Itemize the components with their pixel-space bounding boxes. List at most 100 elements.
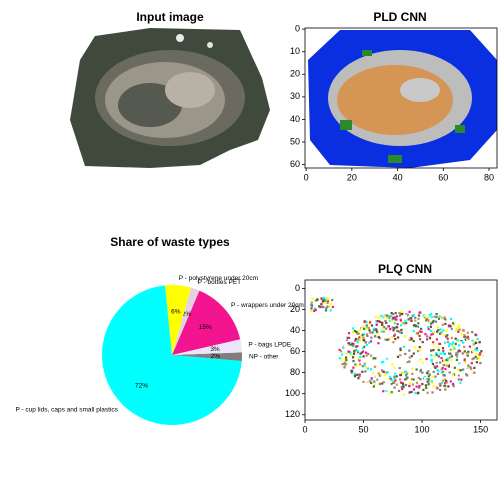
- pixel: [424, 315, 426, 317]
- slice-value-label: 3%: [210, 346, 220, 353]
- pixel: [414, 317, 416, 319]
- pixel: [471, 331, 473, 333]
- pixel: [361, 371, 363, 373]
- pixel: [349, 352, 351, 354]
- pixel: [397, 330, 399, 332]
- x-tick-label: 0: [304, 172, 309, 182]
- pixel: [425, 387, 427, 389]
- pixel: [361, 328, 363, 330]
- pixel: [373, 385, 375, 387]
- pixel: [358, 375, 360, 377]
- x-tick-label: 100: [415, 424, 430, 434]
- pixel: [479, 362, 481, 364]
- pixel: [387, 325, 389, 327]
- panel-title: Input image: [136, 10, 204, 24]
- pixel: [381, 322, 383, 324]
- pixel: [404, 335, 406, 337]
- pixel: [411, 378, 413, 380]
- pixel: [415, 325, 417, 327]
- pixel: [427, 326, 429, 328]
- pixel: [453, 348, 455, 350]
- pixel: [472, 350, 474, 352]
- pixel: [405, 374, 407, 376]
- pixel: [400, 374, 402, 376]
- pixel: [462, 342, 464, 344]
- pixel: [372, 372, 374, 374]
- pixel: [464, 359, 466, 361]
- pixel: [376, 379, 378, 381]
- pixel: [436, 365, 438, 367]
- pixel: [457, 339, 459, 341]
- pixel: [393, 381, 395, 383]
- pixel: [431, 380, 433, 382]
- pixel: [463, 334, 465, 336]
- y-tick-label: 40: [290, 114, 300, 124]
- pixel: [393, 367, 395, 369]
- pixel: [450, 359, 452, 361]
- pixel: [389, 392, 391, 394]
- pixel: [359, 363, 361, 365]
- pixel: [360, 335, 362, 337]
- pixel: [479, 347, 481, 349]
- pixel: [471, 340, 473, 342]
- pixel: [366, 355, 368, 357]
- pixel: [362, 325, 364, 327]
- pixel: [366, 344, 368, 346]
- pixel: [431, 316, 433, 318]
- pixel: [370, 382, 372, 384]
- pixel: [364, 370, 366, 372]
- pixel: [427, 366, 429, 368]
- pixel: [401, 388, 403, 390]
- figure: Input image PLD CNN Share of waste types…: [0, 0, 500, 502]
- pixel: [397, 356, 399, 358]
- pixel: [432, 331, 434, 333]
- pixel: [400, 324, 402, 326]
- pixel: [444, 370, 446, 372]
- pixel: [430, 350, 432, 352]
- pixel: [371, 331, 373, 333]
- pixel: [405, 384, 407, 386]
- pixel: [429, 386, 431, 388]
- pixel: [456, 355, 458, 357]
- pixel: [446, 330, 448, 332]
- pixel: [403, 322, 405, 324]
- pixel: [419, 370, 421, 372]
- pixel: [379, 349, 381, 351]
- pixel: [339, 357, 341, 359]
- pixel: [434, 329, 436, 331]
- pixel: [469, 366, 471, 368]
- pixel: [459, 329, 461, 331]
- pixel: [439, 383, 441, 385]
- x-tick-label: 60: [438, 172, 448, 182]
- pixel: [440, 357, 442, 359]
- pixel: [418, 318, 420, 320]
- pixel: [435, 321, 437, 323]
- pixel: [359, 329, 361, 331]
- x-tick-label: 80: [484, 172, 494, 182]
- pixel: [341, 359, 343, 361]
- pixel: [466, 352, 468, 354]
- pixel: [340, 350, 342, 352]
- pixel: [354, 339, 356, 341]
- pixel: [404, 388, 406, 390]
- pixel: [323, 297, 325, 299]
- pixel: [404, 371, 406, 373]
- pixel: [431, 376, 433, 378]
- pixel: [327, 302, 329, 304]
- pixel: [394, 373, 396, 375]
- pixel: [428, 328, 430, 330]
- pixel: [473, 367, 475, 369]
- pixel: [464, 361, 466, 363]
- pixel: [450, 349, 452, 351]
- pixel: [320, 303, 322, 305]
- pixel: [409, 339, 411, 341]
- pixel: [442, 352, 444, 354]
- pixel: [366, 382, 368, 384]
- pixel: [442, 344, 444, 346]
- pixel: [345, 357, 347, 359]
- plq-classification: [310, 297, 484, 396]
- pixel: [395, 319, 397, 321]
- pixel: [480, 350, 482, 352]
- pixel: [355, 346, 357, 348]
- pixel: [323, 302, 325, 304]
